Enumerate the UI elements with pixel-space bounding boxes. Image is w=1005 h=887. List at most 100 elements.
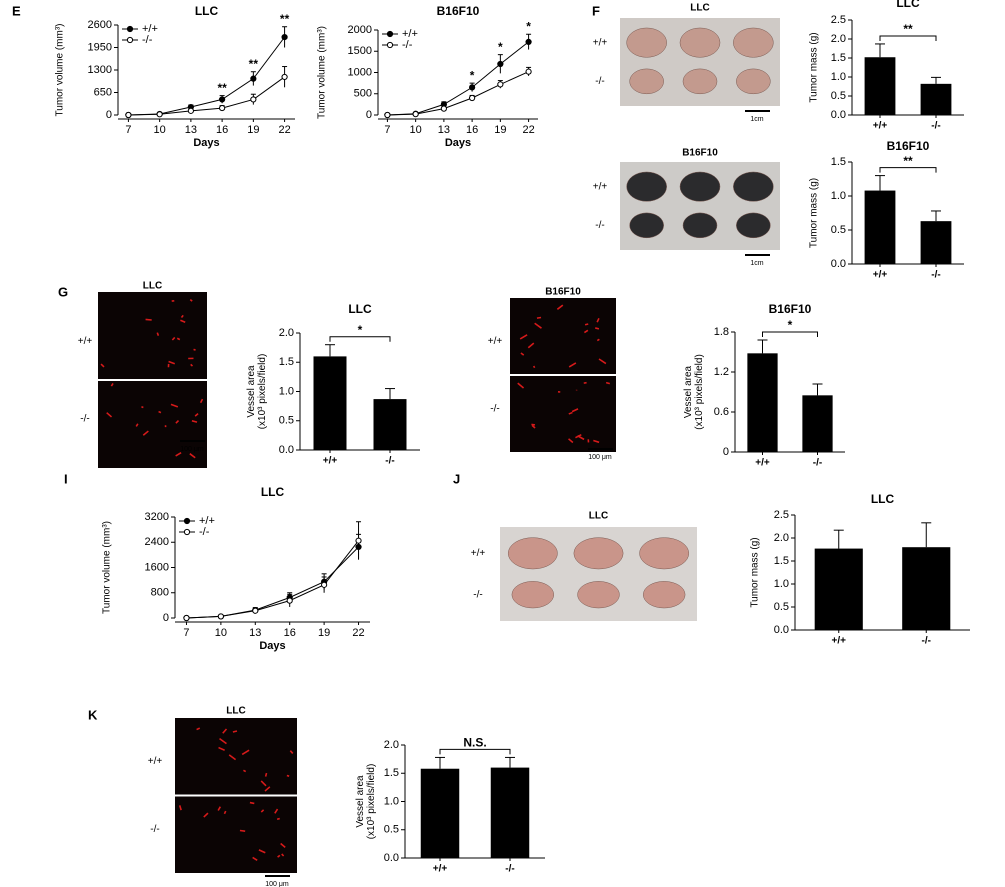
bar — [920, 221, 952, 264]
x-tick-label: 16 — [216, 124, 228, 136]
vessel — [568, 438, 574, 444]
marker — [125, 111, 132, 119]
vessel — [232, 730, 238, 733]
x-tick-label: -/- — [505, 864, 514, 875]
y-tick-label: 0.5 — [831, 224, 846, 236]
vessel — [228, 754, 237, 761]
vessel — [100, 363, 105, 368]
series-line — [387, 71, 529, 116]
micrograph — [175, 718, 297, 795]
significance-bracket — [879, 167, 937, 173]
vessel — [598, 358, 607, 365]
y-tick-label: 2.5 — [831, 14, 846, 26]
chart-title: LLC — [871, 492, 895, 506]
vessel — [519, 334, 528, 340]
y-axis-label: Vessel area — [355, 775, 366, 828]
chart-title: B16F10 — [437, 4, 480, 18]
row-label: -/- — [80, 413, 89, 424]
y-tick-label: 1.2 — [714, 366, 729, 378]
vessel — [276, 817, 280, 820]
tumor — [573, 537, 624, 570]
y-tick-label: 0.0 — [831, 109, 846, 121]
vessel — [584, 323, 589, 326]
legend-marker — [126, 36, 134, 44]
micrograph — [510, 376, 616, 452]
image-title: LLC — [690, 3, 709, 14]
x-tick-label: -/- — [931, 270, 940, 281]
vessel — [199, 398, 204, 404]
y-tick-label: 1.8 — [714, 326, 729, 338]
vessel — [196, 727, 201, 731]
y-tick-label: 2600 — [88, 19, 112, 31]
y-tick-label: 0.5 — [774, 601, 789, 613]
tumor — [626, 171, 667, 202]
vessel — [219, 738, 227, 745]
legend-marker — [126, 25, 134, 33]
y-tick-label: 0 — [163, 612, 169, 624]
y-axis-label: (x10³ pixels/field) — [366, 764, 377, 840]
panel-label: K — [88, 707, 98, 722]
row-label: -/- — [595, 76, 604, 87]
tumor — [679, 27, 721, 58]
y-tick-label: 2.5 — [774, 509, 789, 521]
bar — [802, 395, 833, 452]
y-tick-label: 1.0 — [774, 578, 789, 590]
y-tick-label: 0.5 — [279, 415, 294, 427]
image-title: LLC — [143, 281, 162, 292]
legend-label: +/+ — [199, 515, 215, 527]
y-tick-label: 1000 — [348, 66, 372, 78]
significance-bracket — [329, 336, 391, 342]
x-tick-label: -/- — [922, 636, 931, 647]
x-tick-label: 10 — [215, 627, 227, 639]
vessel — [223, 810, 227, 815]
y-axis-label: Vessel area — [683, 365, 694, 418]
row-label: +/+ — [78, 336, 93, 347]
vessel — [239, 829, 246, 832]
y-tick-label: 0.6 — [714, 406, 729, 418]
bar — [313, 356, 347, 450]
y-tick-label: 1.5 — [831, 52, 846, 64]
y-tick-label: 1.0 — [831, 190, 846, 202]
vessel — [175, 452, 182, 457]
vessel — [180, 319, 186, 323]
row-label: -/- — [490, 404, 499, 415]
x-tick-label: +/+ — [873, 121, 888, 132]
significance: * — [526, 19, 531, 33]
bar — [902, 547, 951, 630]
x-tick-label: 22 — [278, 124, 290, 136]
vessel — [194, 413, 199, 417]
tumor — [639, 537, 690, 570]
y-tick-label: 1500 — [348, 45, 372, 57]
micrograph — [175, 796, 297, 873]
vessel — [596, 338, 600, 342]
significance: * — [788, 318, 793, 332]
legend-marker — [183, 528, 191, 536]
vessel — [170, 403, 179, 408]
x-tick-label: 22 — [352, 627, 364, 639]
marker — [497, 60, 504, 68]
vessel — [595, 327, 600, 330]
x-tick-label: 10 — [154, 124, 166, 136]
vessel — [178, 805, 182, 811]
y-tick-label: 1600 — [145, 561, 169, 573]
chart-title: LLC — [261, 485, 285, 499]
y-tick-label: 0.0 — [279, 444, 294, 456]
scale-label: 1cm — [750, 260, 763, 267]
vessel — [142, 430, 149, 436]
y-tick-label: 0 — [723, 446, 729, 458]
tumor — [629, 212, 664, 239]
y-axis-label: Tumor mass (g) — [809, 178, 820, 248]
y-tick-label: 1300 — [88, 64, 112, 76]
y-tick-label: 0 — [366, 109, 372, 121]
y-axis-label: (x10³ pixels/field) — [257, 354, 268, 430]
significance-bracket — [879, 35, 937, 41]
vessel — [141, 406, 144, 409]
x-tick-label: 19 — [318, 627, 330, 639]
tumor — [682, 68, 718, 95]
x-tick-label: 16 — [284, 627, 296, 639]
tumor — [679, 171, 721, 202]
legend-label: -/- — [199, 526, 210, 538]
vessel — [277, 854, 281, 858]
marker — [252, 607, 259, 614]
legend-label: +/+ — [142, 23, 158, 35]
